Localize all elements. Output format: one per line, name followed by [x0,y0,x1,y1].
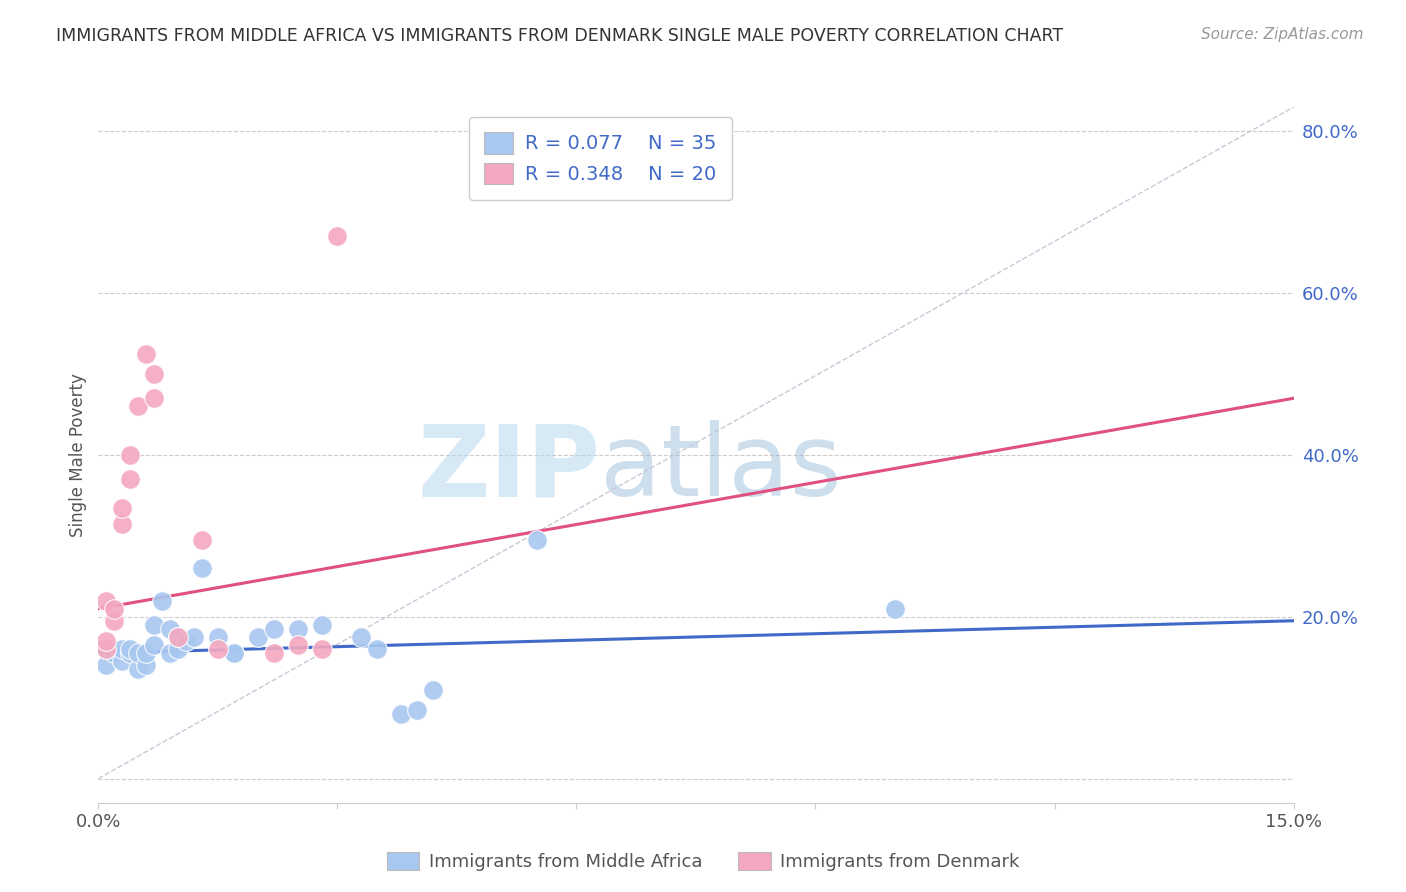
Point [222,646,245,660]
Point [406,703,429,717]
Point [127,646,149,660]
Point [143,617,166,632]
Point [207,630,229,644]
Point [191,561,214,575]
Point [159,622,181,636]
Point [111,500,134,515]
Text: IMMIGRANTS FROM MIDDLE AFRICA VS IMMIGRANTS FROM DENMARK SINGLE MALE POVERTY COR: IMMIGRANTS FROM MIDDLE AFRICA VS IMMIGRA… [56,27,1063,45]
Legend: Immigrants from Middle Africa, Immigrants from Denmark: Immigrants from Middle Africa, Immigrant… [380,845,1026,879]
Point [366,642,388,657]
Point [159,646,181,660]
Point [350,630,373,644]
Text: atlas: atlas [600,420,842,517]
Point [103,614,125,628]
Legend: R = 0.077    N = 35, R = 0.348    N = 20: R = 0.077 N = 35, R = 0.348 N = 20 [468,117,733,200]
Point [287,622,309,636]
Point [263,646,285,660]
Point [120,472,142,486]
Point [884,601,907,615]
Point [143,367,166,381]
Point [143,638,166,652]
Point [526,533,548,547]
Text: ZIP: ZIP [418,420,600,517]
Point [167,630,190,644]
Point [127,400,149,414]
Point [135,658,157,673]
Point [96,634,118,648]
Point [135,347,157,361]
Point [120,646,142,660]
Point [174,634,197,648]
Text: Source: ZipAtlas.com: Source: ZipAtlas.com [1201,27,1364,42]
Point [311,617,333,632]
Point [143,392,166,406]
Point [103,601,125,615]
Point [150,593,173,607]
Point [135,646,157,660]
Point [120,642,142,657]
Point [246,630,269,644]
Point [96,593,118,607]
Point [311,642,333,657]
Point [167,642,190,657]
Point [103,646,125,660]
Point [96,658,118,673]
Point [111,516,134,531]
Point [127,662,149,676]
Point [167,630,190,644]
Point [191,533,214,547]
Y-axis label: Single Male Poverty: Single Male Poverty [69,373,87,537]
Point [222,646,245,660]
Point [263,622,285,636]
Point [120,448,142,462]
Point [111,654,134,668]
Point [287,638,309,652]
Point [207,642,229,657]
Point [111,642,134,657]
Point [183,630,205,644]
Point [326,229,349,244]
Point [389,706,412,721]
Point [422,682,444,697]
Point [96,642,118,657]
Point [96,642,118,657]
